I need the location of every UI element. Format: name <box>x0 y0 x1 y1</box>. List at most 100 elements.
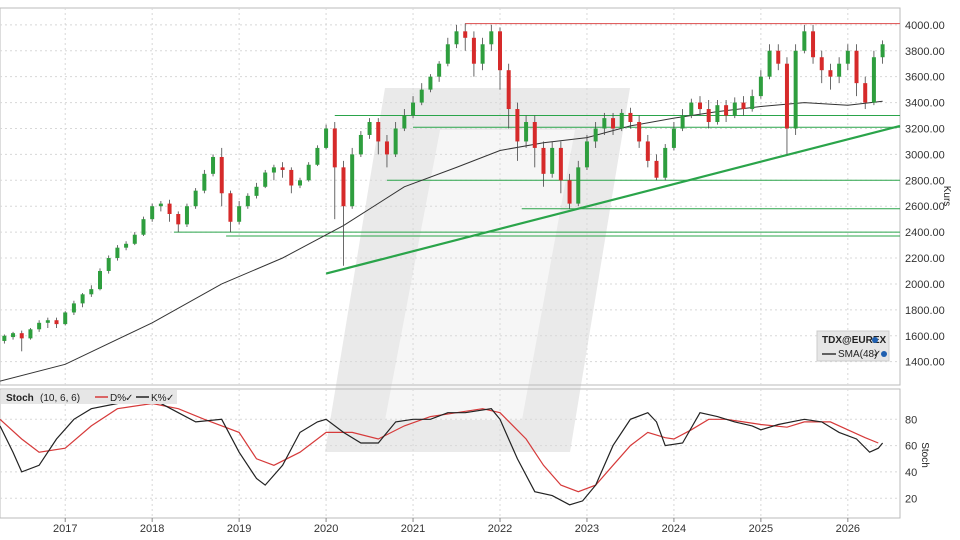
stoch-tick-label: 40 <box>905 467 917 479</box>
candle-body <box>419 89 424 103</box>
stoch-axis-label: Stoch <box>919 442 930 468</box>
candle-body <box>715 105 720 123</box>
stoch-panel <box>0 388 901 519</box>
y-tick-label: 1400.00 <box>905 357 945 369</box>
candle-body <box>558 147 563 181</box>
x-axis-ticks: 2017 2018 2019 2020 2021 2022 2023 2024 2025 2026 <box>53 518 860 535</box>
y-tick-label: 3200.00 <box>905 123 945 135</box>
candle-body <box>2 335 7 341</box>
candle-body <box>802 31 807 51</box>
x-tick-label: 2022 <box>488 523 512 535</box>
candle-body <box>237 206 242 222</box>
candle-body <box>11 333 16 338</box>
candle-body <box>89 289 94 295</box>
candle-body <box>245 195 250 207</box>
y-tick-label: 1800.00 <box>905 305 945 317</box>
candle-body <box>454 31 459 45</box>
candle-body <box>228 193 233 222</box>
x-tick-label: 2021 <box>401 523 425 535</box>
check-icon: ✓ <box>873 349 881 360</box>
candle-body <box>663 147 668 178</box>
price-panel <box>0 7 901 386</box>
candle-body <box>324 128 329 148</box>
stoch-tick-label: 60 <box>905 441 917 453</box>
price-legend: TDX@EUREX SMA(48) ✓ <box>816 330 890 362</box>
candle-body <box>280 167 285 170</box>
stoch-tick-label: 20 <box>905 493 917 505</box>
candle-body <box>254 186 259 196</box>
globe-icon <box>872 337 878 343</box>
legend-k: K% <box>151 393 167 404</box>
candle-body <box>698 102 702 110</box>
candle-body <box>819 57 824 71</box>
candle-body <box>828 70 833 77</box>
candle-body <box>80 294 85 304</box>
candle-body <box>176 213 181 225</box>
candle-body <box>732 102 737 116</box>
x-tick-label: 2026 <box>836 523 860 535</box>
candle-body <box>115 247 120 259</box>
candle-body <box>393 128 398 155</box>
candle-body <box>776 50 781 64</box>
candle-body <box>637 122 642 142</box>
x-tick-label: 2018 <box>140 523 164 535</box>
check-icon: ✓ <box>125 393 133 404</box>
legend-title: TDX@EUREX <box>822 335 887 346</box>
candle-body <box>271 167 276 173</box>
candle-body <box>837 63 842 77</box>
check-icon: ✓ <box>166 393 174 404</box>
candle-body <box>350 154 355 207</box>
candle-body <box>193 190 198 207</box>
stoch-legend: Stoch (10, 6, 6) D% ✓ K% ✓ <box>1 390 177 404</box>
sma-line <box>0 100 883 382</box>
stoch-lines <box>0 398 884 506</box>
candle-body <box>567 180 572 204</box>
candle-body <box>124 243 129 248</box>
candle-body <box>767 50 772 77</box>
candle-body <box>654 160 659 178</box>
candle-body <box>402 115 407 129</box>
candle-body <box>593 128 598 142</box>
grid <box>0 8 900 518</box>
candle-body <box>298 180 302 186</box>
candle-body <box>63 312 68 325</box>
candle-body <box>541 147 546 174</box>
candle-body <box>54 320 59 325</box>
globe-icon <box>881 351 887 357</box>
candle-body <box>411 102 416 116</box>
candle-body <box>45 320 50 323</box>
candle-body <box>158 203 163 207</box>
y-tick-label: 2000.00 <box>905 279 945 291</box>
y-tick-label: 2400.00 <box>905 227 945 239</box>
candle-body <box>445 44 450 64</box>
x-tick-label: 2020 <box>314 523 338 535</box>
candle-body <box>376 122 381 142</box>
y-tick-label: 3800.00 <box>905 46 945 58</box>
sma-series <box>0 100 883 382</box>
candle-body <box>428 76 433 90</box>
candle-body <box>532 122 537 148</box>
stoch-d-line <box>0 402 879 493</box>
candle-body <box>71 303 76 313</box>
y-tick-label: 4000.00 <box>905 20 945 32</box>
candle-body <box>332 128 337 168</box>
candle-body <box>150 206 155 220</box>
candle-body <box>854 50 859 84</box>
candle-body <box>506 70 511 110</box>
y-axis-ticks: 4000.00 3800.00 3600.00 3400.00 3200.00 3000.… <box>905 20 945 369</box>
candle-body <box>758 76 763 97</box>
candle-body <box>141 219 146 235</box>
stoch-tick-label: 80 <box>905 414 917 426</box>
candle-body <box>724 105 729 116</box>
candle-body <box>98 270 102 290</box>
candle-body <box>863 83 868 103</box>
y-tick-label: 2800.00 <box>905 175 945 187</box>
candle-body <box>184 206 189 225</box>
candle-body <box>611 118 616 129</box>
stoch-params: (10, 6, 6) <box>40 393 80 404</box>
levels <box>173 22 901 275</box>
candle-body <box>28 329 33 339</box>
candle-body <box>880 44 885 58</box>
y-tick-label: 3400.00 <box>905 98 945 110</box>
